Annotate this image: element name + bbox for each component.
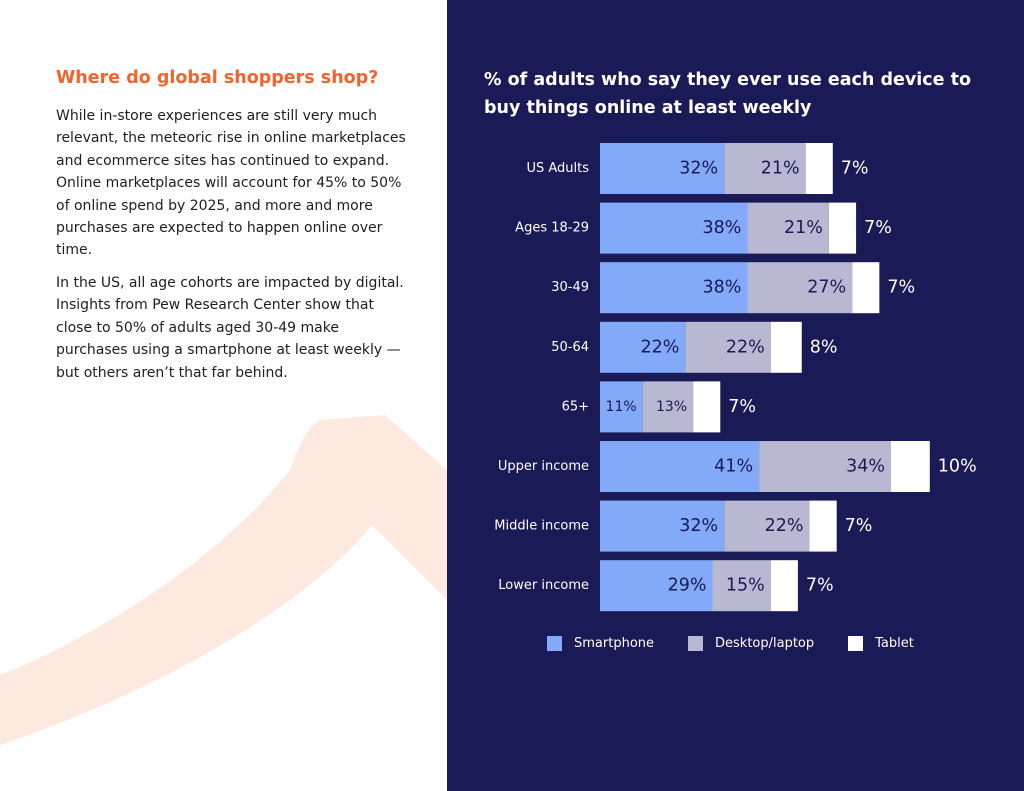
- data-label-desktop-laptop-ages-18-29: 21%: [784, 218, 823, 238]
- data-label-desktop-laptop-upper-income: 34%: [846, 457, 885, 477]
- category-label-65: 65+: [562, 399, 589, 414]
- data-label-desktop-laptop-30-49: 27%: [807, 278, 846, 298]
- data-label-desktop-laptop-50-64: 22%: [726, 337, 765, 357]
- data-label-tablet-50-64: 8%: [810, 337, 838, 357]
- category-label-upper-income: Upper income: [498, 459, 589, 474]
- bar-tablet-ages-18-29: [828, 202, 857, 254]
- bar-smartphone-50-64: [600, 321, 686, 373]
- bar-desktop-laptop-30-49: [747, 262, 853, 314]
- stacked-bar-chart: US Adults 32% 21% 7% Ages 18-29 38% 21% 7% 30-49…: [494, 143, 977, 612]
- data-label-desktop-laptop-lower-income: 15%: [726, 576, 765, 596]
- legend-item-desktop-laptop: Desktop/laptop: [688, 636, 814, 651]
- bar-tablet-65: [693, 381, 721, 433]
- legend-item-tablet: Tablet: [848, 636, 914, 651]
- category-label-50-64: 50-64: [551, 340, 589, 355]
- insight-paragraph: In the US, all age cohorts are impacted …: [56, 275, 404, 381]
- data-label-tablet-middle-income: 7%: [845, 516, 873, 536]
- chart-title: % of adults who say they ever use each d…: [484, 70, 971, 118]
- data-label-tablet-30-49: 7%: [887, 278, 915, 298]
- data-label-desktop-laptop-us-adults: 21%: [761, 159, 800, 179]
- category-label-lower-income: Lower income: [498, 578, 589, 593]
- data-label-smartphone-middle-income: 32%: [679, 516, 718, 536]
- data-label-smartphone-lower-income: 29%: [668, 576, 707, 596]
- bar-smartphone-65: [600, 381, 643, 433]
- bar-tablet-50-64: [770, 321, 802, 373]
- article-panel: Where do global shoppers shop? While in-…: [0, 0, 447, 791]
- bar-smartphone-upper-income: [600, 441, 760, 492]
- data-label-smartphone-ages-18-29: 38%: [703, 218, 742, 238]
- chart-legend: Smartphone Desktop/laptop Tablet: [547, 636, 948, 651]
- section-heading: Where do global shoppers shop?: [56, 68, 379, 88]
- data-label-smartphone-30-49: 38%: [703, 278, 742, 298]
- bar-desktop-laptop-us-adults: [724, 143, 806, 194]
- bar-desktop-laptop-50-64: [685, 321, 771, 373]
- bar-smartphone-30-49: [600, 262, 748, 314]
- bar-smartphone-lower-income: [600, 560, 713, 612]
- legend-label-desktop-laptop: Desktop/laptop: [715, 636, 815, 651]
- bar-desktop-laptop-upper-income: [759, 441, 891, 492]
- bar-smartphone-middle-income: [600, 500, 725, 552]
- bar-smartphone-ages-18-29: [600, 202, 748, 254]
- bar-tablet-middle-income: [809, 500, 837, 552]
- data-label-smartphone-upper-income: 41%: [714, 457, 753, 477]
- legend-swatch-desktop-laptop: [688, 636, 704, 651]
- data-label-tablet-65: 7%: [728, 397, 756, 417]
- data-label-tablet-lower-income: 7%: [806, 576, 834, 596]
- category-label-us-adults: US Adults: [526, 161, 589, 176]
- decorative-swoosh: [0, 415, 447, 745]
- legend-swatch-smartphone: [547, 636, 562, 651]
- bar-tablet-us-adults: [805, 143, 833, 194]
- legend-swatch-tablet: [848, 636, 864, 651]
- data-label-tablet-us-adults: 7%: [841, 159, 869, 179]
- legend-label-tablet: Tablet: [875, 636, 914, 651]
- bar-smartphone-us-adults: [600, 143, 725, 194]
- bar-tablet-30-49: [852, 262, 880, 314]
- category-label-middle-income: Middle income: [494, 519, 589, 534]
- bar-desktop-laptop-65: [642, 381, 694, 433]
- bar-tablet-upper-income: [891, 441, 930, 492]
- data-label-tablet-upper-income: 10%: [938, 457, 977, 477]
- bar-tablet-lower-income: [770, 560, 798, 612]
- data-label-smartphone-50-64: 22%: [640, 337, 679, 357]
- data-label-smartphone-65: 11%: [606, 399, 637, 415]
- data-label-desktop-laptop-middle-income: 22%: [765, 516, 804, 536]
- intro-paragraph: While in-store experiences are still ver…: [56, 108, 406, 259]
- data-label-smartphone-us-adults: 32%: [679, 159, 718, 179]
- bar-desktop-laptop-middle-income: [724, 500, 810, 552]
- legend-label-smartphone: Smartphone: [574, 636, 655, 651]
- category-label-30-49: 30-49: [551, 280, 589, 295]
- bar-desktop-laptop-ages-18-29: [747, 202, 829, 254]
- data-label-desktop-laptop-65: 13%: [656, 399, 687, 415]
- bar-desktop-laptop-lower-income: [712, 560, 771, 612]
- legend-item-smartphone: Smartphone: [547, 636, 654, 651]
- chart-panel: % of adults who say they ever use each d…: [447, 0, 1024, 791]
- category-label-ages-18-29: Ages 18-29: [515, 221, 589, 236]
- data-label-tablet-ages-18-29: 7%: [864, 218, 892, 238]
